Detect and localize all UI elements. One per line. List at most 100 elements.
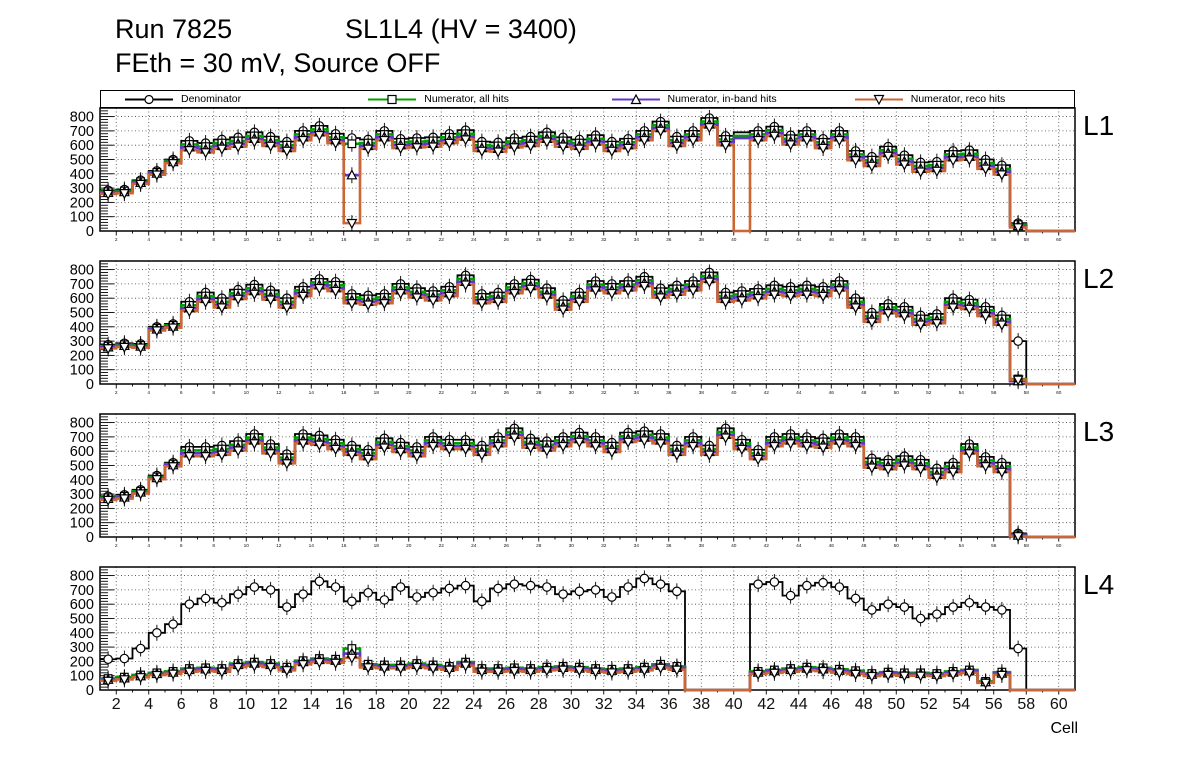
triangle-down-marker-icon [557,305,569,316]
triangle-down-marker-icon [265,662,277,674]
y-tick-label: 0 [86,530,94,546]
triangle-down-marker-icon [817,443,829,454]
y-tick-label: 800 [70,416,94,432]
triangle-down-marker-icon [622,667,634,678]
triangle-down-marker-icon [720,140,732,152]
x-tick-label: 56 [985,696,1003,713]
triangle-down-marker-icon [443,291,455,303]
x-tick-label: 46 [829,237,835,243]
y-tick-label: 500 [70,458,94,474]
x-tick-label: 54 [959,543,965,549]
triangle-down-marker-icon [915,320,927,331]
y-tick-label: 800 [70,263,94,279]
x-tick-label: 26 [504,543,510,549]
triangle-down-marker-icon [378,443,390,454]
triangle-down-marker-icon [313,130,325,142]
x-tick-label: 46 [829,390,835,396]
triangle-down-marker-icon [216,450,228,461]
series-path-denominator [100,427,1075,538]
triangle-down-marker-icon [801,290,813,301]
x-tick-label: 44 [796,237,802,243]
triangle-down-marker-icon [330,658,342,669]
x-tick-label: 54 [952,696,970,713]
triangle-down-marker-icon [573,666,585,677]
triangle-down-marker-icon [411,451,423,463]
triangle-down-marker-icon [606,447,618,458]
circle-marker-icon [639,573,650,584]
x-tick-label: 50 [894,390,900,396]
triangle-down-marker-icon [785,439,797,450]
x-tick-label: 12 [270,696,288,713]
circle-marker-icon [834,582,845,592]
y-tick-label: 100 [70,516,94,532]
x-tick-label: 42 [764,543,770,549]
triangle-down-marker-icon [135,673,147,684]
triangle-down-marker-icon [200,148,212,159]
triangle-down-marker-icon [232,662,244,674]
circle-marker-icon [932,609,942,619]
x-tick-label: 30 [569,237,575,243]
x-tick-label: 48 [855,696,873,713]
triangle-down-marker-icon [980,678,992,689]
triangle-down-marker-icon [833,668,845,679]
triangle-down-marker-icon [216,144,228,155]
triangle-down-marker-icon [557,142,569,153]
x-tick-label: 60 [1056,237,1062,243]
x-tick-label: 56 [991,237,997,243]
triangle-down-marker-icon [265,295,277,306]
legend-entry-numerator-reco: Numerator, reco hits [831,91,1074,107]
x-tick-label: 14 [309,237,315,243]
triangle-down-marker-icon [395,143,407,155]
x-tick-label: 24 [471,237,477,243]
x-tick-label: 38 [699,390,705,396]
triangle-down-marker-icon [427,142,439,153]
triangle-down-marker-icon [492,441,504,453]
triangle-down-marker-icon [655,439,667,450]
triangle-down-marker-icon [768,290,780,301]
triangle-down-marker-icon [768,441,780,453]
triangle-down-marker-icon [135,179,147,191]
triangle-down-marker-icon [996,467,1008,478]
triangle-down-marker-icon [622,437,634,448]
x-tick-label: 28 [536,543,542,549]
triangle-down-marker-icon [232,142,244,153]
y-tick-label: 500 [70,305,94,321]
triangle-down-marker-icon [362,144,374,155]
x-tick-label: 56 [991,390,997,396]
triangle-down-marker-icon [395,288,407,300]
triangle-down-marker-icon [655,293,667,304]
x-tick-label: 4 [147,390,150,396]
triangle-down-marker-icon [606,146,618,157]
circle-marker-icon [379,595,390,605]
x-tick-label: 8 [212,543,215,549]
triangle-down-marker-icon [135,489,147,500]
triangle-down-marker-icon [557,441,569,453]
triangle-down-marker-icon [346,450,358,461]
x-tick-label: 24 [471,543,477,549]
x-tick-label: 10 [244,390,250,396]
triangle-down-marker-icon [525,443,537,454]
plot-title-run: Run 7825 [115,14,233,44]
panel-label-l3: L3 [1083,416,1115,447]
triangle-down-marker-icon [590,667,602,678]
triangle-down-marker-icon [102,495,114,507]
triangle-down-marker-icon [963,668,975,679]
x-tick-label: 20 [400,696,418,713]
triangle-down-marker-icon [720,297,732,308]
x-tick-label: 22 [439,237,445,243]
x-tick-label: 34 [627,696,645,713]
y-tick-label: 100 [70,363,94,379]
y-tick-label: 800 [70,569,94,585]
series-path-numerator_reco [100,436,1075,539]
triangle-down-marker-icon [476,146,488,157]
triangle-down-marker-icon [362,300,374,311]
legend-label: Numerator, reco hits [910,93,1006,105]
triangle-down-marker-icon [378,135,390,147]
triangle-down-marker-icon [736,444,748,456]
triangle-down-marker-icon [151,475,163,486]
triangle-down-marker-icon [118,189,130,200]
triangle-down-marker-icon [167,159,179,170]
triangle-down-marker-icon [362,454,374,466]
triangle-down-marker-icon [801,135,813,147]
